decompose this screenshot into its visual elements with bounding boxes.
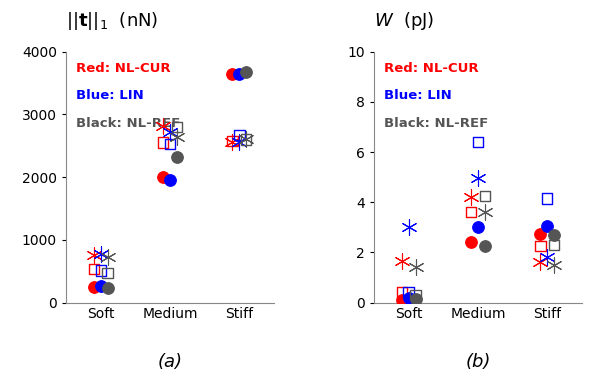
Point — [550, 242, 559, 248]
Point — [397, 290, 406, 296]
Point — [235, 132, 244, 138]
Point — [466, 209, 476, 215]
Point — [103, 254, 112, 260]
Text: Black: NL-REF: Black: NL-REF — [385, 117, 488, 130]
Point — [480, 209, 490, 215]
Point — [411, 265, 421, 270]
Point — [536, 243, 545, 249]
Point — [536, 231, 545, 237]
Point — [96, 268, 106, 273]
Point — [542, 255, 552, 261]
Point — [158, 174, 168, 180]
Point — [397, 297, 406, 303]
Point — [103, 284, 112, 290]
Text: Red: NL-CUR: Red: NL-CUR — [76, 62, 171, 75]
Point — [466, 239, 476, 245]
Point — [227, 139, 237, 145]
Text: $W$  (pJ): $W$ (pJ) — [374, 10, 434, 32]
Point — [404, 224, 413, 230]
Point — [411, 292, 421, 298]
Point — [480, 193, 490, 199]
Point — [404, 295, 413, 301]
Point — [172, 124, 182, 130]
Point — [542, 223, 552, 229]
Point — [235, 139, 244, 145]
Point — [235, 71, 244, 77]
Text: Blue: LIN: Blue: LIN — [76, 89, 144, 102]
Point — [404, 289, 413, 295]
Point — [172, 154, 182, 160]
Point — [165, 129, 175, 135]
Point — [480, 243, 490, 249]
Text: Red: NL-CUR: Red: NL-CUR — [385, 62, 479, 75]
Point — [473, 175, 483, 181]
Point — [89, 266, 98, 272]
Point — [550, 262, 559, 268]
Point — [227, 71, 237, 77]
Point — [542, 196, 552, 201]
Point — [536, 259, 545, 265]
Point — [227, 138, 237, 144]
Point — [158, 123, 168, 129]
Point — [550, 232, 559, 238]
Text: (a): (a) — [158, 353, 182, 369]
Text: Blue: LIN: Blue: LIN — [385, 89, 452, 102]
Point — [89, 284, 98, 290]
Point — [89, 252, 98, 258]
Text: (b): (b) — [465, 353, 491, 369]
Point — [473, 224, 483, 230]
Point — [242, 137, 251, 142]
Text: $||\mathbf{t}||_1$  (nN): $||\mathbf{t}||_1$ (nN) — [66, 10, 158, 32]
Point — [473, 139, 483, 145]
Point — [165, 141, 175, 147]
Point — [242, 69, 251, 75]
Point — [96, 283, 106, 289]
Point — [411, 296, 421, 302]
Point — [96, 251, 106, 257]
Point — [242, 137, 251, 142]
Point — [466, 194, 476, 200]
Point — [103, 270, 112, 276]
Point — [172, 134, 182, 140]
Point — [397, 258, 406, 264]
Point — [165, 177, 175, 183]
Point — [158, 140, 168, 146]
Text: Black: NL-REF: Black: NL-REF — [76, 117, 181, 130]
